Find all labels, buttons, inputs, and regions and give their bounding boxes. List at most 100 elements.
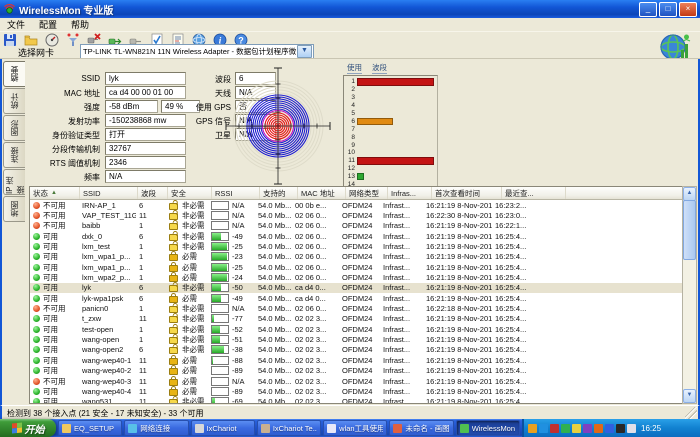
table-row[interactable]: 不可用 IRN-AP_1 6 非必需 N/A 54.0 Mb... 00 0b e... OF… <box>30 200 683 210</box>
tray-icon-7[interactable] <box>594 423 603 433</box>
connect-icon[interactable] <box>107 32 123 48</box>
table-row[interactable]: 可用 lxm_test 1 非必需 -25 54.0 Mb... 02 06 0... OFD… <box>30 241 683 252</box>
tab-摘要[interactable]: 摘要 <box>3 61 25 87</box>
scroll-down-icon[interactable]: ▼ <box>683 389 696 403</box>
column-header-0[interactable]: 状态 ▲ <box>30 187 80 199</box>
resize-grip[interactable] <box>685 407 697 419</box>
channel-number: 2 <box>351 86 355 94</box>
available-icon <box>33 263 40 271</box>
tray-icon-10[interactable] <box>627 423 636 433</box>
column-header-8[interactable]: Infras... <box>388 187 432 199</box>
signal-test-icon[interactable] <box>65 32 81 48</box>
tray-icon-3[interactable] <box>550 423 559 433</box>
taskbar-item-5[interactable]: 未命名 - 画图 <box>389 420 454 436</box>
cell-last-seen: 16:25:4... <box>495 376 527 386</box>
table-row[interactable]: 可用 wang-open 1 非必需 -51 54.0 Mb... 02 02 3... OF… <box>30 334 683 345</box>
scroll-up-icon[interactable]: ▲ <box>683 187 696 201</box>
table-row[interactable]: 可用 lxm_wpa1_p... 1 必需 -23 54.0 Mb... 02 06 0..… <box>30 251 683 262</box>
tray-icon-8[interactable] <box>605 423 614 433</box>
field-label: 使用 GPS <box>195 103 231 112</box>
column-header-4[interactable]: RSSI <box>212 187 260 199</box>
cell-infrastructure: Infrast... <box>383 211 411 221</box>
cell-status: 可用 <box>30 365 79 376</box>
table-row[interactable]: 不可用 wang-wep40-3 11 必需 N/A 54.0 Mb... 02 02 3.… <box>30 375 683 387</box>
chevron-down-icon[interactable]: ▼ <box>297 45 312 58</box>
minimize-button[interactable]: _ <box>639 1 657 17</box>
cell-supported-rate: 54.0 Mb... <box>258 211 292 221</box>
column-header-6[interactable]: MAC 地址 <box>298 187 346 199</box>
gauge-icon[interactable] <box>44 32 60 48</box>
table-row[interactable]: 可用 lyk-wpa1psk 6 必需 -49 54.0 Mb... ca d4 0... O… <box>30 292 683 303</box>
tab-图形[interactable]: 图形 <box>3 115 25 141</box>
table-row[interactable]: 可用 test-open 1 非必需 -52 54.0 Mb... 02 02 3... OF… <box>30 324 683 334</box>
table-row[interactable]: 可用 lyk 6 非必需 -50 54.0 Mb... ca d4 0... OFDM24 In… <box>30 282 683 294</box>
close-button[interactable]: × <box>679 1 697 17</box>
tray-icon-5[interactable] <box>572 423 581 433</box>
rssi-bar-fill <box>212 263 227 271</box>
taskbar-item-4[interactable]: wlan工具使用 <box>323 420 388 436</box>
field-label: 发射功率 <box>68 117 100 126</box>
connect-disabled-icon[interactable] <box>128 32 144 48</box>
scrollbar-thumb[interactable] <box>683 200 696 260</box>
tab-地图[interactable]: 地图 <box>3 196 25 222</box>
tab-统计[interactable]: 统计 <box>3 88 25 114</box>
table-row[interactable]: 可用 wang531 11 非必需 -69 54.0 Mb... 02 02 3... OFD… <box>30 397 683 403</box>
column-header-10[interactable]: 最近查... <box>502 187 566 199</box>
tray-icon-9[interactable] <box>616 423 625 433</box>
channel-row-7: 7 <box>346 125 435 133</box>
tray-icon-4[interactable] <box>561 423 570 433</box>
tab-IP 连接[interactable]: IP 连接 <box>3 169 25 195</box>
field-label: 分段传输机制 <box>52 145 100 154</box>
table-row[interactable]: 可用 lxm_wpa1_p... 1 必需 -25 54.0 Mb... 02 06 0..… <box>30 261 683 272</box>
table-row[interactable]: 可用 wang-wep40-1 11 必需 -88 54.0 Mb... 02 02 3..… <box>30 354 683 365</box>
taskbar-item-6[interactable]: WirelessMon ... <box>455 420 520 436</box>
save-icon[interactable] <box>2 32 18 48</box>
column-header-5[interactable]: 支持的 <box>260 187 298 199</box>
tray-icon-1[interactable] <box>528 423 537 433</box>
table-row[interactable]: 可用 dxk_0 6 非必需 -49 54.0 Mb... 02 06 0... OFDM24… <box>30 231 683 241</box>
table-row[interactable]: 可用 wang-open2 6 非必需 -38 54.0 Mb... 02 02 3... O… <box>30 345 683 355</box>
taskbar-item-label: IxChariot <box>206 423 237 433</box>
cell-infrastructure: Infrast... <box>383 355 411 365</box>
cell-mac-address: 02 06 0... <box>295 262 327 272</box>
cell-status: 不可用 <box>30 303 79 314</box>
start-button[interactable]: 开始 <box>0 419 56 437</box>
table-scrollbar[interactable]: ▲ ▼ <box>682 186 697 404</box>
tab-连接[interactable]: 连接 <box>3 142 25 168</box>
column-header-7[interactable]: 网络类型 <box>346 187 388 199</box>
tray-icon-2[interactable] <box>539 423 548 433</box>
column-header-2[interactable]: 波段 <box>138 187 168 199</box>
open-folder-icon[interactable] <box>23 32 39 48</box>
cell-supported-rate: 54.0 Mb... <box>258 386 292 396</box>
cell-network-type: OFDM24 <box>342 231 373 241</box>
taskbar-item-0[interactable]: EQ_SETUP <box>58 420 123 436</box>
available-icon <box>33 294 40 302</box>
column-header-9[interactable]: 首次查看时间 <box>432 187 502 199</box>
cell-security: 必需 <box>165 375 208 387</box>
adapter-select[interactable]: TP-LINK TL-WN821N 11N Wireless Adapter -… <box>80 44 314 59</box>
menu-item-1[interactable]: 配置 <box>39 20 58 30</box>
cell-security: 非必需 <box>165 303 208 314</box>
taskbar-item-1[interactable]: 网络连接 <box>124 420 189 436</box>
disconnect-icon[interactable] <box>86 32 102 48</box>
taskbar-item-3[interactable]: IxChariot Te... <box>256 420 322 436</box>
svg-text:?: ? <box>238 35 244 45</box>
table-row[interactable]: 可用 t_zxw 11 非必需 -77 54.0 Mb... 02 02 3... OFDM2… <box>30 314 683 324</box>
cell-supported-rate: 54.0 Mb... <box>258 221 292 231</box>
rssi-bar-fill <box>212 356 213 364</box>
taskbar-item-2[interactable]: IxChariot <box>190 420 255 436</box>
table-row[interactable]: 可用 wang-wep40-4 11 必需 -89 54.0 Mb... 02 02 3..… <box>30 385 683 396</box>
tray-icon-6[interactable] <box>583 423 592 433</box>
column-header-1[interactable]: SSID <box>80 187 138 199</box>
menu-item-0[interactable]: 文件 <box>7 20 26 30</box>
table-row[interactable]: 可用 wang-wep40-2 11 必需 -89 54.0 Mb... 02 02 3..… <box>30 365 683 376</box>
cell-rssi: -77 <box>208 314 255 324</box>
table-row[interactable]: 可用 lxm_wpa2_p... 1 必需 -24 54.0 Mb... 02 06 0..… <box>30 272 683 283</box>
maximize-button[interactable]: □ <box>659 1 677 17</box>
column-header-3[interactable]: 安全 <box>168 187 212 199</box>
table-row[interactable]: 不可用 VAP_TEST_11G 11 非必需 N/A 54.0 Mb... 02 06 0… <box>30 210 683 221</box>
menu-item-2[interactable]: 帮助 <box>71 20 90 30</box>
table-row[interactable]: 不可用 baibb 1 非必需 N/A 54.0 Mb... 02 06 0... OFDM2… <box>30 221 683 231</box>
table-row[interactable]: 不可用 panicn0 1 非必需 N/A 54.0 Mb... 02 06 0... OFD… <box>30 303 683 314</box>
